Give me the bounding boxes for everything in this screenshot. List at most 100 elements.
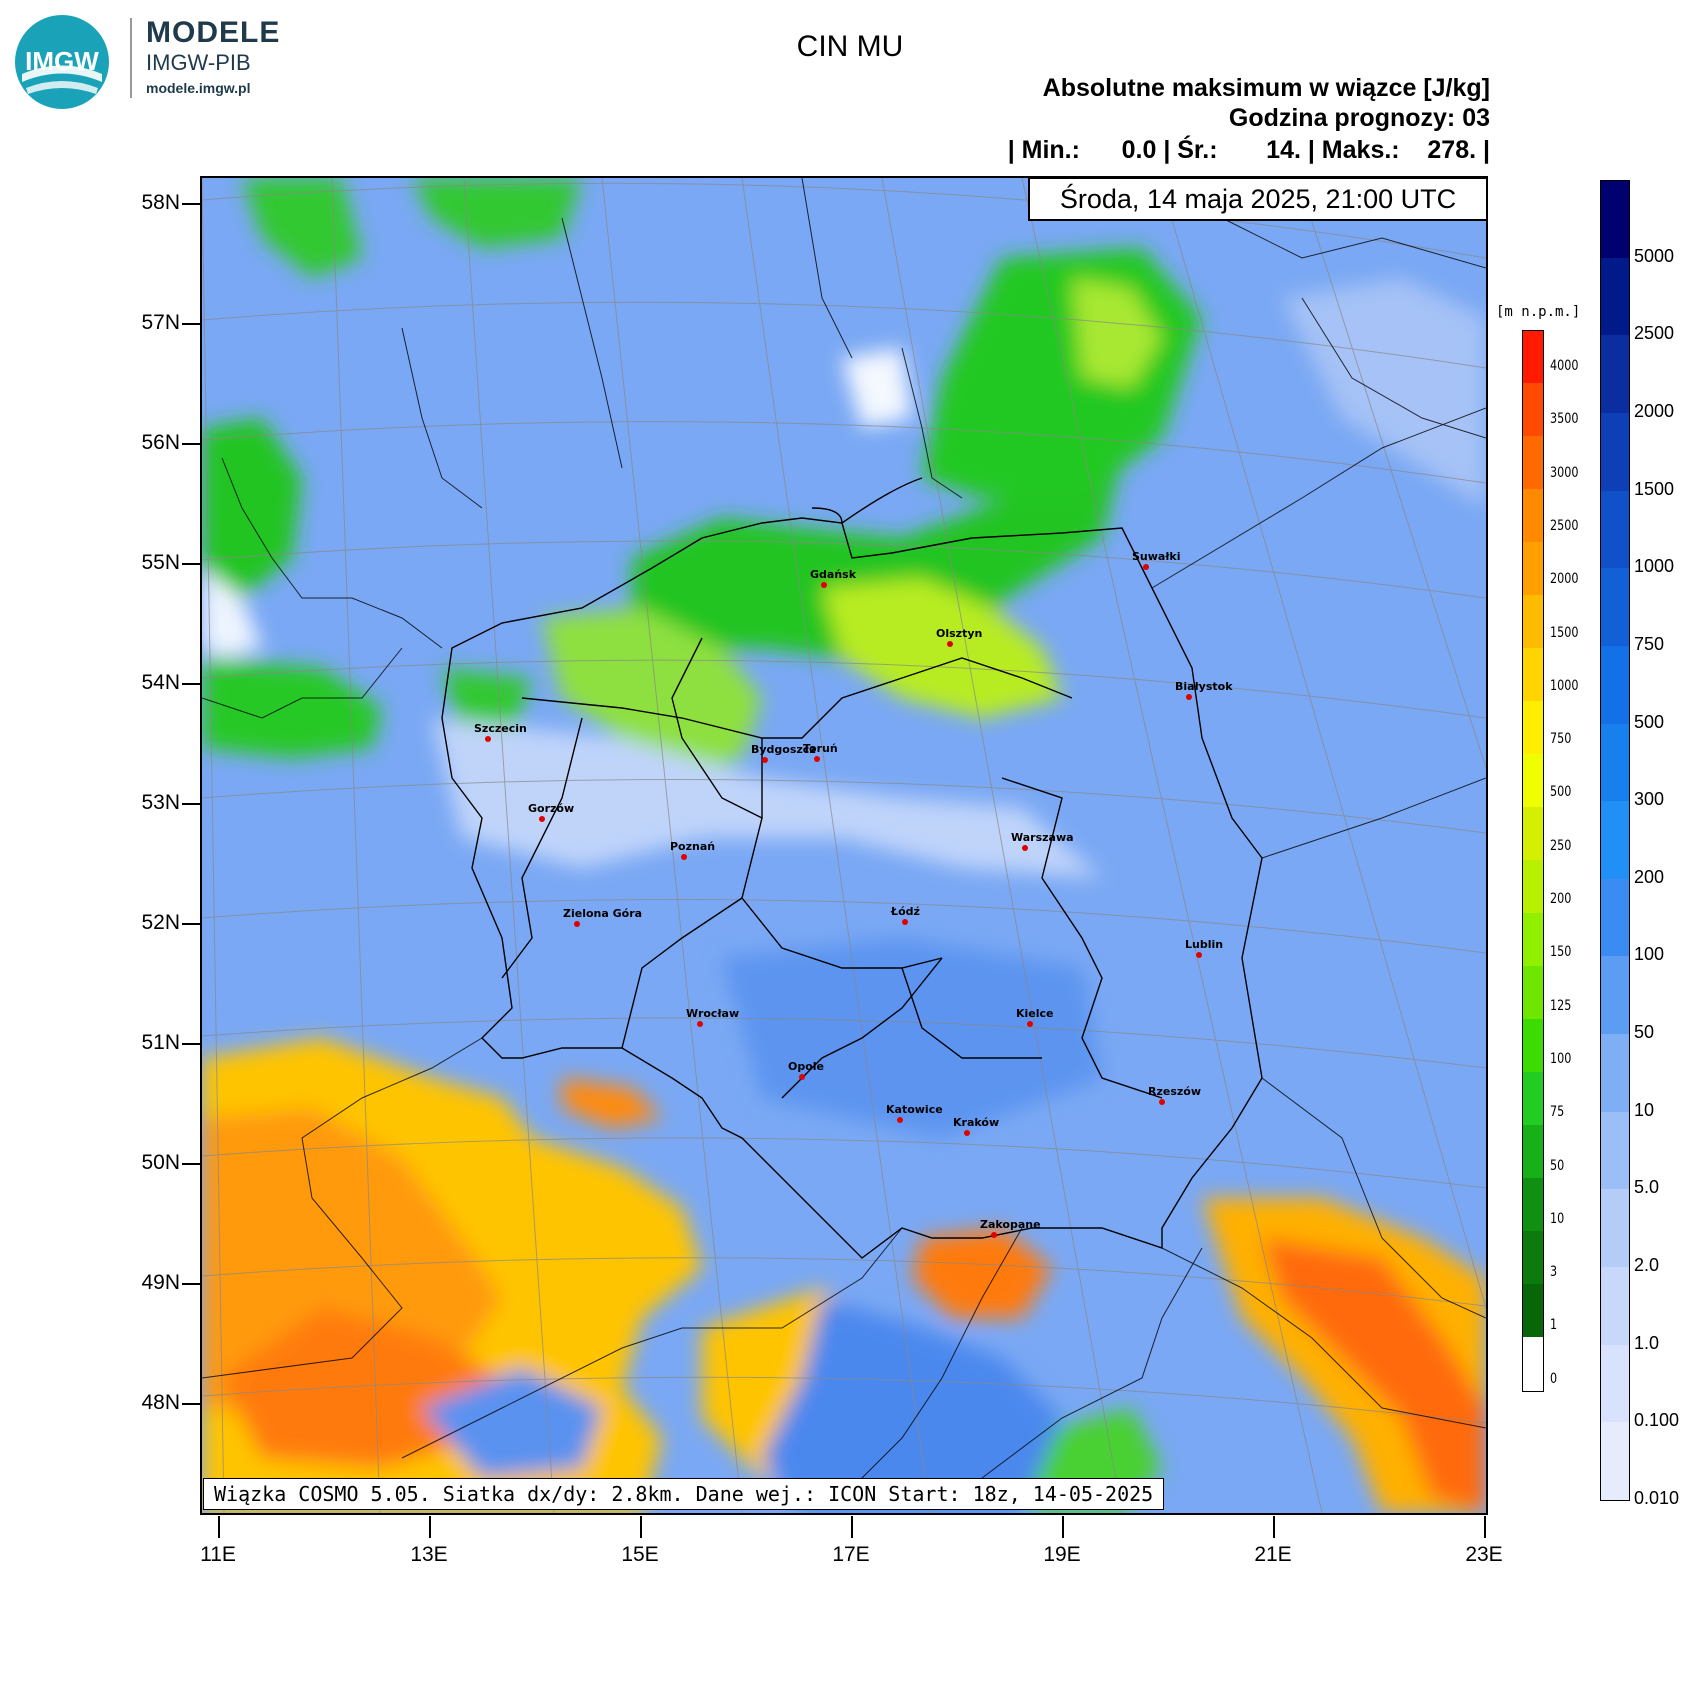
elevation-swatch bbox=[1522, 648, 1544, 702]
lat-tick bbox=[182, 923, 200, 925]
region-carpathian-blue bbox=[762, 1298, 1062, 1513]
cin-label: 500 bbox=[1634, 711, 1665, 732]
region-pomerania-green bbox=[442, 668, 532, 738]
lat-tick bbox=[182, 563, 200, 565]
city-marker bbox=[1196, 952, 1202, 958]
elevation-swatch bbox=[1522, 1125, 1544, 1179]
cin-swatch bbox=[1600, 412, 1630, 492]
city-marker bbox=[1186, 694, 1192, 700]
elevation-label: 1000 bbox=[1550, 677, 1579, 694]
lon-tick bbox=[851, 1516, 853, 1538]
lat-tick bbox=[182, 1283, 200, 1285]
cin-label: 2500 bbox=[1634, 323, 1675, 344]
elevation-label: 10 bbox=[1550, 1210, 1565, 1227]
elevation-label: 4000 bbox=[1550, 358, 1579, 374]
imgw-logo: IMGW bbox=[15, 15, 109, 109]
region-east-lightblue bbox=[1282, 278, 1486, 508]
region-baltic-lightgreen bbox=[1072, 278, 1162, 388]
cin-label: 1500 bbox=[1634, 478, 1675, 499]
city-marker bbox=[947, 641, 953, 647]
cin-swatch bbox=[1600, 1189, 1630, 1268]
city-label: Poznań bbox=[670, 840, 715, 853]
logo-org: IMGW-PIB bbox=[146, 50, 251, 75]
date-label: Środa, 14 maja 2025, 21:00 UTC bbox=[1028, 177, 1488, 221]
cin-swatch bbox=[1600, 1267, 1630, 1346]
lat-tick bbox=[182, 683, 200, 685]
elevation-swatch bbox=[1522, 1284, 1544, 1338]
cin-swatch bbox=[1600, 257, 1630, 336]
logo-site[interactable]: modele.imgw.pl bbox=[146, 80, 251, 96]
lon-tick bbox=[1062, 1516, 1064, 1538]
elevation-swatch bbox=[1522, 436, 1544, 490]
city-marker bbox=[1159, 1099, 1165, 1105]
lat-label: 56N bbox=[141, 431, 180, 454]
elevation-swatch bbox=[1522, 1231, 1544, 1285]
cin-label: 10 bbox=[1634, 1099, 1655, 1120]
elevation-swatch bbox=[1522, 913, 1544, 967]
elevation-label: 200 bbox=[1550, 891, 1572, 907]
elevation-swatch bbox=[1522, 383, 1544, 437]
elevation-label: 500 bbox=[1550, 784, 1572, 801]
region-southeast-red bbox=[1262, 1238, 1486, 1513]
city-label: Katowice bbox=[886, 1103, 943, 1116]
cin-swatch bbox=[1600, 568, 1630, 647]
elevation-swatch bbox=[1522, 542, 1544, 596]
region-west-green bbox=[202, 418, 302, 598]
forecast-hour: Godzina prognozy: 03 bbox=[1228, 104, 1490, 132]
elevation-label: 50 bbox=[1550, 1157, 1565, 1174]
elevation-swatch bbox=[1522, 1178, 1544, 1232]
cin-swatch bbox=[1600, 490, 1630, 569]
lon-label: 15E bbox=[621, 1543, 659, 1566]
europe-borders bbox=[202, 178, 1486, 1499]
city-marker bbox=[1027, 1021, 1033, 1027]
elevation-label: 100 bbox=[1550, 1050, 1572, 1067]
cin-label: 300 bbox=[1634, 789, 1665, 810]
region-north-sea-green-2 bbox=[412, 178, 582, 248]
elevation-swatch bbox=[1522, 754, 1544, 808]
city-label: Opole bbox=[788, 1060, 824, 1073]
elevation-swatch bbox=[1522, 860, 1544, 914]
lon-tick bbox=[1273, 1516, 1275, 1538]
elevation-label: 75 bbox=[1550, 1104, 1565, 1121]
elevation-label: 250 bbox=[1550, 837, 1572, 854]
cin-label: 2.0 bbox=[1634, 1255, 1660, 1276]
city-label: Toruń bbox=[803, 742, 838, 755]
cin-swatch bbox=[1600, 180, 1630, 260]
city-marker bbox=[574, 921, 580, 927]
stats-line: | Min.: 0.0 | Śr.: 14. | Maks.: 278. | bbox=[1007, 136, 1490, 164]
lat-tick bbox=[182, 1163, 200, 1165]
city-marker bbox=[539, 816, 545, 822]
lat-tick bbox=[182, 1043, 200, 1045]
lat-label: 48N bbox=[141, 1391, 180, 1414]
region-kujawy-green bbox=[542, 608, 762, 778]
elevation-swatch bbox=[1522, 1072, 1544, 1126]
elevation-label: 1 bbox=[1550, 1317, 1558, 1334]
lat-tick bbox=[182, 1403, 200, 1405]
city-label: Kraków bbox=[953, 1116, 999, 1129]
cin-label: 50 bbox=[1634, 1022, 1655, 1043]
elevation-swatch bbox=[1522, 1337, 1544, 1392]
cin-label: 200 bbox=[1634, 866, 1665, 887]
lon-label: 13E bbox=[410, 1543, 448, 1566]
elevation-label: 0 bbox=[1550, 1370, 1558, 1387]
lat-tick bbox=[182, 203, 200, 205]
page-title: CIN MU bbox=[796, 30, 904, 63]
lat-tick bbox=[182, 443, 200, 445]
city-marker bbox=[681, 854, 687, 860]
cin-swatch bbox=[1600, 335, 1630, 414]
elevation-label: 150 bbox=[1550, 944, 1572, 961]
cin-swatch bbox=[1600, 878, 1630, 957]
lon-tick bbox=[640, 1516, 642, 1538]
region-west-white bbox=[202, 568, 262, 658]
city-marker bbox=[1022, 845, 1028, 851]
cin-label: 5.0 bbox=[1634, 1177, 1660, 1198]
elevation-label: 125 bbox=[1550, 997, 1572, 1014]
city-label: Suwałki bbox=[1132, 550, 1181, 563]
lon-label: 11E bbox=[200, 1543, 236, 1566]
lon-label: 17E bbox=[832, 1543, 870, 1566]
cin-swatch bbox=[1600, 801, 1630, 880]
logo-separator bbox=[130, 18, 132, 98]
region-sudety-orange bbox=[562, 1078, 662, 1128]
elevation-swatch bbox=[1522, 1019, 1544, 1073]
elevation-swatch bbox=[1522, 595, 1544, 649]
